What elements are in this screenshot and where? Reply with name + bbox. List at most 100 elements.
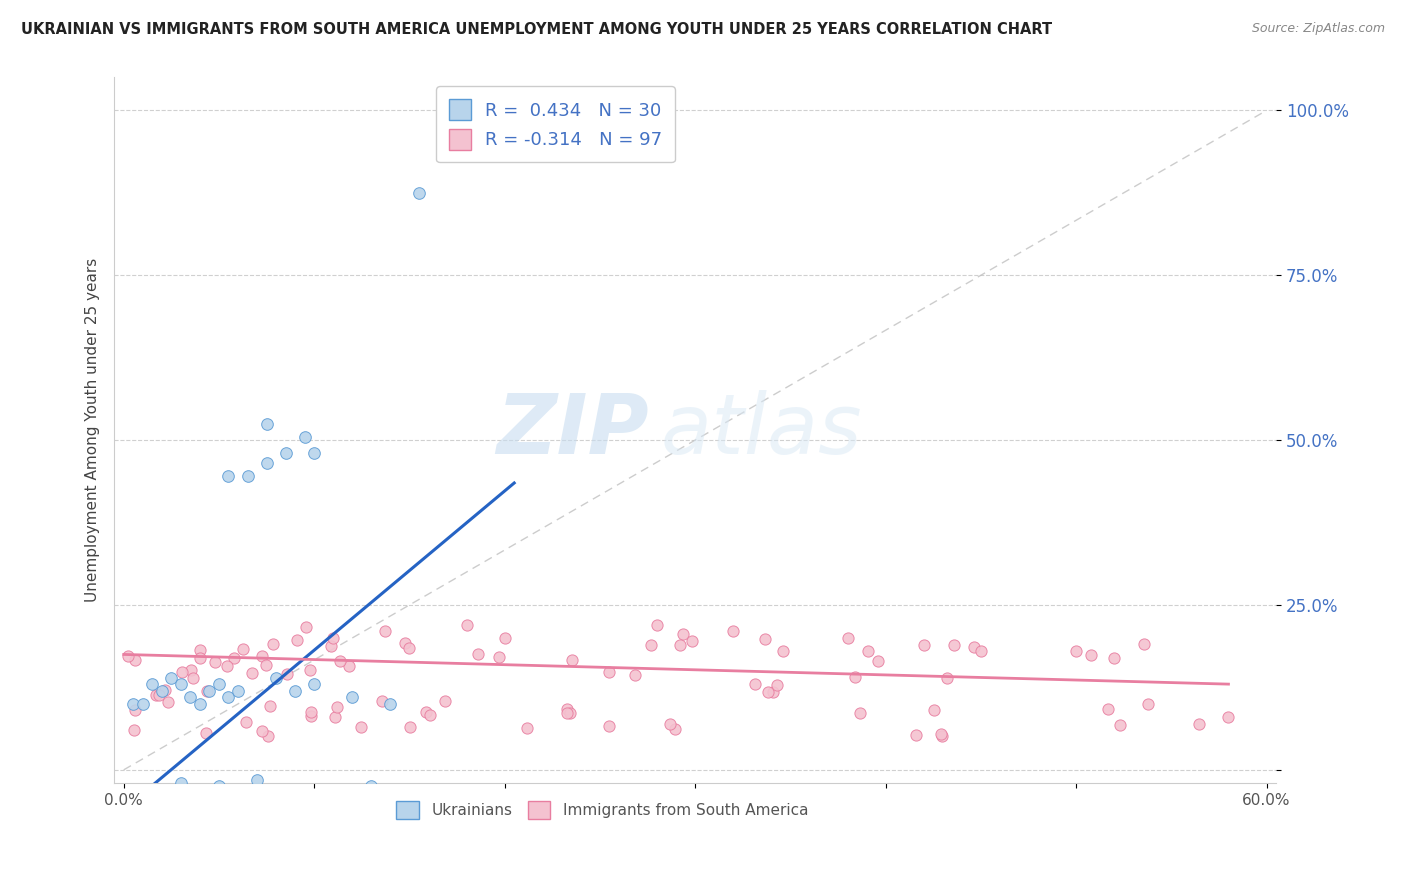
Point bbox=[145, 688, 167, 702]
Point bbox=[399, 720, 422, 734]
Point bbox=[124, 702, 146, 716]
Point bbox=[762, 685, 785, 699]
Point bbox=[246, 772, 269, 787]
Point bbox=[756, 684, 779, 698]
Text: Source: ZipAtlas.com: Source: ZipAtlas.com bbox=[1251, 22, 1385, 36]
Point bbox=[141, 677, 163, 691]
Point bbox=[252, 724, 274, 739]
Point bbox=[398, 640, 420, 655]
Text: ZIP: ZIP bbox=[496, 390, 648, 471]
Point bbox=[931, 729, 953, 743]
Point bbox=[380, 697, 402, 711]
Point bbox=[943, 638, 966, 652]
Point bbox=[188, 651, 211, 665]
Point bbox=[150, 683, 173, 698]
Point bbox=[295, 620, 318, 634]
Point bbox=[122, 723, 145, 737]
Point bbox=[936, 672, 959, 686]
Point bbox=[772, 643, 794, 657]
Point bbox=[1064, 644, 1087, 658]
Point bbox=[254, 657, 277, 672]
Point bbox=[188, 697, 211, 711]
Point bbox=[970, 644, 993, 658]
Point bbox=[374, 624, 396, 638]
Point bbox=[170, 665, 193, 679]
Point bbox=[557, 706, 579, 720]
Point bbox=[156, 695, 179, 709]
Point bbox=[624, 668, 647, 682]
Point bbox=[598, 665, 620, 680]
Point bbox=[598, 718, 620, 732]
Point bbox=[1109, 718, 1132, 732]
Point bbox=[754, 632, 776, 646]
Point bbox=[516, 721, 538, 735]
Point bbox=[256, 456, 278, 470]
Point bbox=[294, 430, 316, 444]
Point bbox=[723, 624, 745, 639]
Point bbox=[217, 659, 239, 673]
Point bbox=[555, 702, 578, 716]
Point bbox=[394, 636, 416, 650]
Point bbox=[226, 683, 249, 698]
Point bbox=[302, 677, 325, 691]
Point bbox=[170, 776, 193, 790]
Point bbox=[264, 671, 287, 685]
Point bbox=[218, 690, 240, 705]
Point bbox=[640, 638, 662, 652]
Point bbox=[849, 706, 872, 720]
Point bbox=[1136, 697, 1159, 711]
Point bbox=[322, 631, 344, 645]
Point bbox=[456, 617, 478, 632]
Point bbox=[148, 688, 170, 702]
Point bbox=[1133, 637, 1156, 651]
Point bbox=[257, 729, 280, 743]
Legend: Ukrainians, Immigrants from South America: Ukrainians, Immigrants from South Americ… bbox=[389, 795, 814, 825]
Point bbox=[844, 669, 866, 683]
Point bbox=[929, 727, 952, 741]
Point bbox=[285, 632, 308, 647]
Point bbox=[153, 682, 176, 697]
Text: atlas: atlas bbox=[661, 390, 862, 471]
Point bbox=[658, 716, 681, 731]
Point bbox=[122, 697, 145, 711]
Point bbox=[905, 727, 928, 741]
Point bbox=[284, 683, 307, 698]
Point bbox=[299, 709, 322, 723]
Point bbox=[408, 186, 430, 200]
Point bbox=[208, 780, 231, 794]
Point bbox=[181, 671, 204, 685]
Point bbox=[1080, 648, 1102, 662]
Point bbox=[262, 637, 284, 651]
Point bbox=[259, 698, 281, 713]
Y-axis label: Unemployment Among Youth under 25 years: Unemployment Among Youth under 25 years bbox=[86, 258, 100, 602]
Point bbox=[488, 649, 510, 664]
Point bbox=[350, 720, 373, 734]
Point bbox=[664, 723, 686, 737]
Point bbox=[681, 634, 703, 648]
Point bbox=[668, 638, 690, 652]
Point bbox=[1097, 702, 1119, 716]
Point bbox=[170, 677, 193, 691]
Point bbox=[467, 648, 489, 662]
Point bbox=[322, 782, 344, 797]
Point bbox=[274, 446, 297, 460]
Point bbox=[868, 654, 890, 668]
Point bbox=[132, 697, 155, 711]
Point bbox=[329, 654, 352, 668]
Point bbox=[1218, 710, 1240, 724]
Point bbox=[256, 417, 278, 431]
Point bbox=[1188, 716, 1211, 731]
Point bbox=[342, 690, 364, 705]
Point bbox=[160, 671, 183, 685]
Point bbox=[326, 699, 349, 714]
Point bbox=[433, 693, 456, 707]
Text: UKRAINIAN VS IMMIGRANTS FROM SOUTH AMERICA UNEMPLOYMENT AMONG YOUTH UNDER 25 YEA: UKRAINIAN VS IMMIGRANTS FROM SOUTH AMERI… bbox=[21, 22, 1052, 37]
Point bbox=[236, 469, 259, 483]
Point bbox=[360, 780, 382, 794]
Point bbox=[298, 663, 321, 677]
Point bbox=[912, 638, 935, 652]
Point bbox=[371, 694, 394, 708]
Point bbox=[419, 707, 441, 722]
Point bbox=[337, 659, 360, 673]
Point bbox=[1102, 650, 1125, 665]
